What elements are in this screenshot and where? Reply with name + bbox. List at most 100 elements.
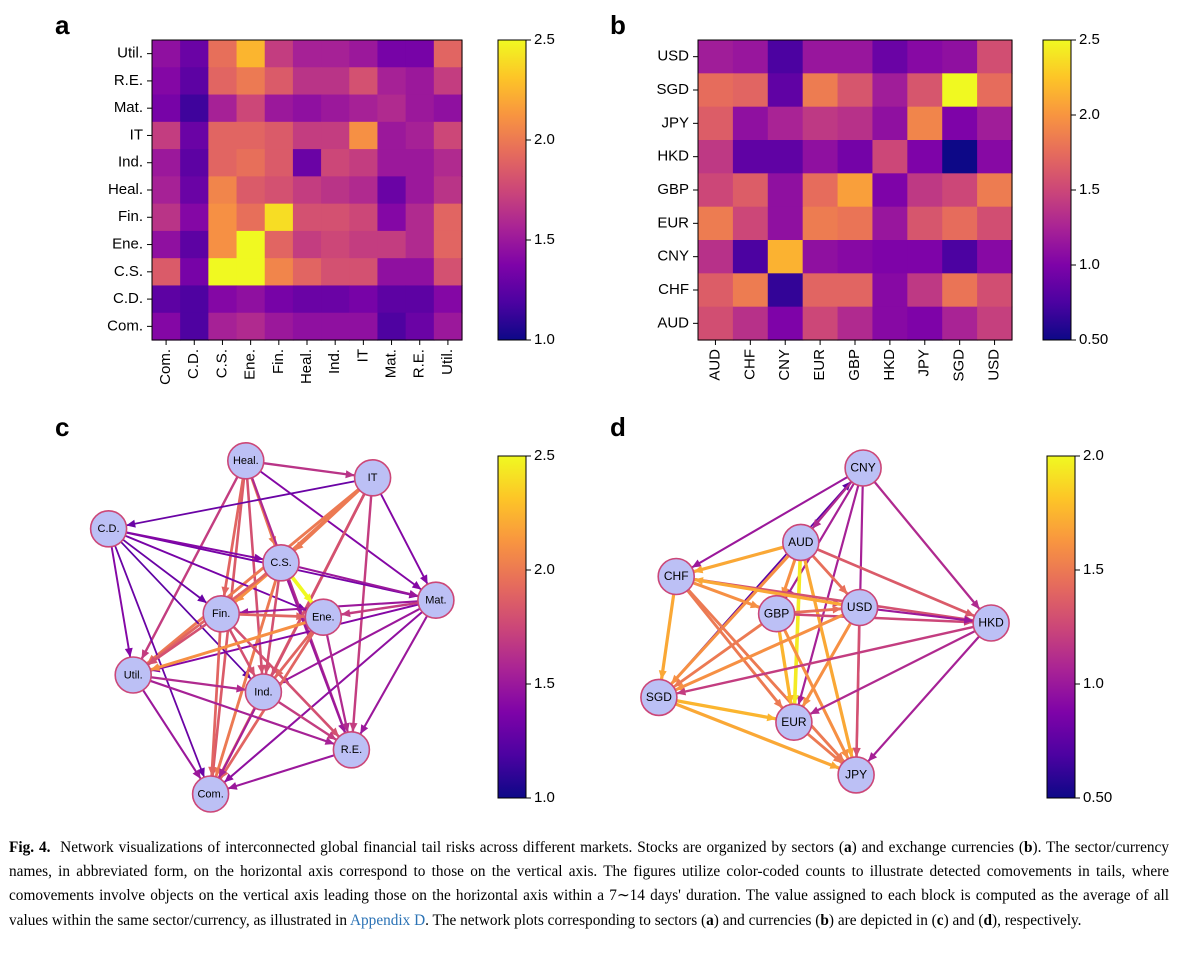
network-edge-arrow xyxy=(236,684,246,693)
network-edge xyxy=(674,702,842,770)
network-node xyxy=(640,678,678,717)
heatmap-cell xyxy=(264,67,294,96)
heatmap-cell xyxy=(942,73,978,108)
network-edge-arrow xyxy=(964,608,975,617)
heatmap-cell xyxy=(433,203,463,232)
network-sectors: Heal. IT C.D. C.S. Mat. Fin. Ene. Util. Ind. R.E.… xyxy=(89,441,455,813)
network-edge xyxy=(692,577,844,607)
network-node xyxy=(657,557,696,596)
heatmap-cell xyxy=(802,206,839,241)
heatmap-cell xyxy=(942,206,978,241)
network-node xyxy=(262,543,300,582)
appendix-link[interactable]: Appendix D xyxy=(349,911,426,929)
network-edge-arrow xyxy=(846,747,854,758)
network-edge xyxy=(125,480,356,527)
heatmap-cell xyxy=(767,273,804,308)
x-tick-label: IT xyxy=(354,349,371,362)
network-node-label: Fin. xyxy=(212,608,230,620)
caption-ref: b xyxy=(1024,839,1033,856)
heatmap-cell xyxy=(264,258,294,287)
x-tick-label: AUD xyxy=(706,349,723,381)
network-edge xyxy=(867,635,981,763)
heatmap-cell xyxy=(321,40,350,68)
network-node-label: Util. xyxy=(124,669,143,681)
heatmap-cell xyxy=(264,149,294,177)
heatmap-cell xyxy=(433,230,463,259)
x-tick-label: Mat. xyxy=(383,349,400,378)
caption-ref: d xyxy=(983,911,993,929)
heatmap-cell xyxy=(180,149,209,177)
heatmap-cell xyxy=(977,106,1013,141)
heatmap-cell xyxy=(152,230,181,259)
network-edge-arrow xyxy=(150,663,161,671)
heatmap-currencies: USD SGD JPY HKD GBP EUR CNY CHF AUD AUD CHF CNY EUR G… xyxy=(656,39,1013,382)
network-edge-arrow xyxy=(797,695,805,705)
heatmap-cell xyxy=(321,203,350,232)
heatmap-cell xyxy=(405,40,435,68)
network-edges xyxy=(658,475,981,770)
heatmap-cell xyxy=(236,176,266,205)
heatmap-cell xyxy=(732,306,769,341)
heatmap-cell xyxy=(732,206,769,241)
heatmap-cell xyxy=(837,206,874,241)
heatmap-cell xyxy=(180,94,209,123)
heatmap-cell xyxy=(208,230,238,259)
network-edge xyxy=(237,613,307,618)
colorbar-tick-label: 1.5 xyxy=(534,231,555,248)
caption-text: Network visualizations of interconnected… xyxy=(60,839,844,856)
heatmap-sectors: Util. R.E. Mat. IT Ind. Heal. Fin. Ene. C.S. C.D.… xyxy=(107,39,463,385)
heatmap-cell xyxy=(942,40,978,74)
network-node-label: C.S. xyxy=(270,557,291,569)
heatmap-cell xyxy=(732,173,769,208)
network-edge xyxy=(125,531,265,561)
network-edge xyxy=(110,545,132,659)
figure-caption: Fig. 4. Network visualizations of interc… xyxy=(9,836,1169,933)
heatmap-cell xyxy=(321,176,350,205)
caption-ref: c xyxy=(936,911,944,929)
heatmap-cell xyxy=(208,149,238,177)
heatmap-cell xyxy=(907,106,943,141)
heatmap-cell xyxy=(208,258,238,287)
network-edge-arrow xyxy=(197,594,207,603)
heatmap-cell xyxy=(977,240,1013,274)
heatmap-cell xyxy=(292,94,322,123)
network-edge-arrow xyxy=(234,593,245,603)
network-edge xyxy=(379,492,429,586)
network-edge-arrow xyxy=(247,666,255,677)
heatmap-cell xyxy=(349,67,379,96)
heatmap-cell xyxy=(292,230,322,259)
network-edge-arrow xyxy=(274,668,284,678)
colorbar-c: 1.0 1.5 2.0 2.5 xyxy=(497,447,555,806)
heatmap-cell xyxy=(349,94,379,123)
network-edge-arrow xyxy=(838,584,848,595)
heatmap-cell xyxy=(349,176,379,205)
network-edge xyxy=(277,700,338,742)
network-node xyxy=(89,509,128,548)
caption-label: Fig. 4. xyxy=(9,839,51,856)
network-node xyxy=(202,594,240,633)
heatmap-cell xyxy=(321,285,350,314)
network-edge-arrow xyxy=(141,649,150,660)
figure-4: a b c d Util. R.E. Mat. IT Ind. Heal. Fin. Ene.… xyxy=(55,10,1112,813)
network-edge-arrow xyxy=(676,687,687,696)
network-edge-arrow xyxy=(802,696,811,707)
heatmap-cell xyxy=(405,312,435,341)
network-edge-arrow xyxy=(749,600,760,609)
heatmap-cell xyxy=(292,67,322,96)
heatmap-cell xyxy=(236,258,266,287)
heatmap-cell xyxy=(732,40,769,74)
heatmap-cell xyxy=(837,40,874,74)
network-edge-arrow xyxy=(835,752,844,762)
y-tick-label: EUR xyxy=(657,214,689,231)
heatmap-cell xyxy=(377,230,407,259)
panel-label-b: b xyxy=(610,10,626,40)
heatmap-cell xyxy=(180,285,209,314)
heatmap-cell xyxy=(837,240,874,274)
heatmap-cell xyxy=(405,203,435,232)
network-nodes: Heal. IT C.D. C.S. Mat. Fin. Ene. Util. Ind. R.E.… xyxy=(89,441,455,813)
caption-text: ) and exchange currencies ( xyxy=(851,839,1025,856)
heatmap-cell xyxy=(872,40,908,74)
colorbar-tick-label: 2.5 xyxy=(534,31,555,48)
heatmap-cell xyxy=(180,203,209,232)
network-edge-arrow xyxy=(411,581,422,590)
